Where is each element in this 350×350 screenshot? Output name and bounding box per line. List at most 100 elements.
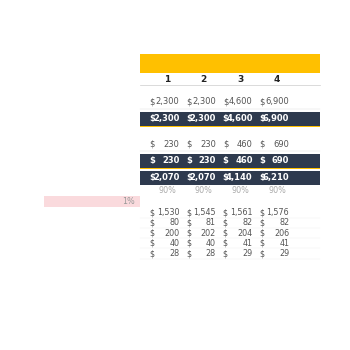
Text: $: $ <box>186 218 191 228</box>
Text: 204: 204 <box>238 229 253 238</box>
Bar <box>140 248 321 259</box>
Bar <box>140 152 321 154</box>
Text: 29: 29 <box>242 249 253 258</box>
Text: 90%: 90% <box>195 186 213 195</box>
Text: 3: 3 <box>237 75 244 84</box>
Text: 1,561: 1,561 <box>230 208 253 217</box>
Bar <box>140 127 321 136</box>
Bar <box>140 185 321 196</box>
Bar <box>140 218 321 228</box>
Text: 2,070: 2,070 <box>190 173 216 182</box>
Bar <box>44 218 140 228</box>
Text: 81: 81 <box>206 218 216 228</box>
Text: 6,210: 6,210 <box>262 173 289 182</box>
Text: 28: 28 <box>206 249 216 258</box>
Text: 6,900: 6,900 <box>266 97 289 106</box>
Text: $: $ <box>259 140 265 148</box>
Bar <box>44 228 140 238</box>
Text: $: $ <box>223 140 228 148</box>
Bar <box>140 196 321 208</box>
Text: $: $ <box>223 173 229 182</box>
Text: $: $ <box>186 140 191 148</box>
Text: 230: 230 <box>162 156 179 165</box>
Bar <box>140 169 321 171</box>
Bar <box>140 228 321 238</box>
Bar <box>140 208 321 218</box>
Text: 2: 2 <box>201 75 207 84</box>
Text: 2,300: 2,300 <box>156 97 179 106</box>
Text: 230: 230 <box>200 140 216 148</box>
Text: 4: 4 <box>274 75 280 84</box>
Bar <box>140 110 321 112</box>
Bar <box>44 238 140 248</box>
Text: $: $ <box>223 218 228 228</box>
Text: $: $ <box>186 97 191 106</box>
Bar <box>140 168 321 169</box>
Text: 41: 41 <box>279 239 289 248</box>
Text: $: $ <box>223 229 228 238</box>
Text: 1,576: 1,576 <box>267 208 289 217</box>
Text: 28: 28 <box>169 249 179 258</box>
Text: 1,545: 1,545 <box>193 208 216 217</box>
Text: 40: 40 <box>206 239 216 248</box>
Text: 90%: 90% <box>268 186 286 195</box>
Bar <box>44 248 140 259</box>
Text: 1,530: 1,530 <box>157 208 179 217</box>
Text: 90%: 90% <box>231 186 249 195</box>
Text: $: $ <box>259 156 265 165</box>
Text: 4,600: 4,600 <box>229 97 253 106</box>
Text: $: $ <box>149 218 155 228</box>
Text: 230: 230 <box>198 156 216 165</box>
Text: 2,070: 2,070 <box>153 173 179 182</box>
Text: $: $ <box>223 239 228 248</box>
Text: 40: 40 <box>169 239 179 248</box>
Bar <box>140 73 321 85</box>
Text: 2,300: 2,300 <box>153 114 179 123</box>
Text: $: $ <box>149 140 155 148</box>
Text: $: $ <box>186 208 191 217</box>
Text: 80: 80 <box>169 218 179 228</box>
Text: $: $ <box>186 173 192 182</box>
Text: $: $ <box>259 229 264 238</box>
Text: 2,300: 2,300 <box>190 114 216 123</box>
Text: $: $ <box>186 114 192 123</box>
Text: $: $ <box>186 229 191 238</box>
Text: 29: 29 <box>279 249 289 258</box>
Text: $: $ <box>186 249 191 258</box>
Text: $: $ <box>223 249 228 258</box>
Text: 200: 200 <box>164 229 179 238</box>
Bar <box>140 94 321 110</box>
Bar <box>140 126 321 127</box>
Text: $: $ <box>149 229 155 238</box>
Text: $: $ <box>186 156 192 165</box>
Bar <box>140 136 321 152</box>
Text: $: $ <box>259 239 264 248</box>
Text: 90%: 90% <box>158 186 176 195</box>
Text: 690: 690 <box>273 140 289 148</box>
Text: 4,140: 4,140 <box>226 173 253 182</box>
Bar <box>140 238 321 248</box>
Text: $: $ <box>149 114 155 123</box>
Text: $: $ <box>149 208 155 217</box>
Bar <box>140 85 321 94</box>
Text: 82: 82 <box>243 218 253 228</box>
Text: $: $ <box>259 208 264 217</box>
Text: $: $ <box>149 97 155 106</box>
Text: 1: 1 <box>164 75 170 84</box>
Text: $: $ <box>149 173 155 182</box>
Text: 41: 41 <box>243 239 253 248</box>
Text: 460: 460 <box>235 156 253 165</box>
Text: $: $ <box>223 97 228 106</box>
Text: $: $ <box>259 249 264 258</box>
Text: $: $ <box>259 114 265 123</box>
Text: $: $ <box>223 208 228 217</box>
Text: 230: 230 <box>163 140 179 148</box>
Text: $: $ <box>223 156 229 165</box>
Bar <box>140 112 321 126</box>
Text: $: $ <box>149 249 155 258</box>
Text: $: $ <box>259 218 264 228</box>
Bar <box>140 54 321 73</box>
Text: $: $ <box>259 97 265 106</box>
Text: $: $ <box>223 114 229 123</box>
Text: $: $ <box>149 156 155 165</box>
